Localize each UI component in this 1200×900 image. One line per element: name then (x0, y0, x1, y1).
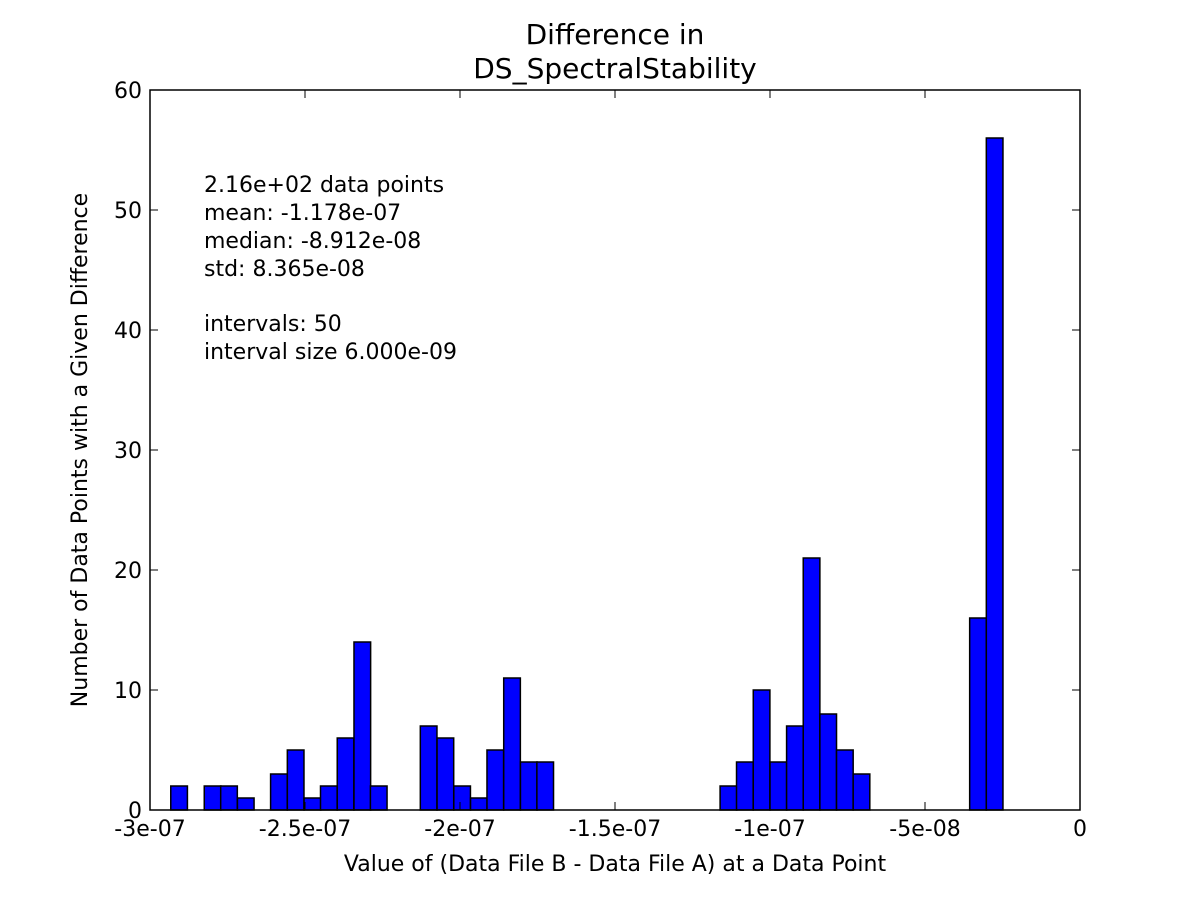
stats-annotation-line: mean: -1.178e-07 (204, 201, 401, 226)
histogram-bar (269, 773, 288, 811)
x-tick-label: -1e-07 (734, 817, 805, 842)
histogram-bar (369, 785, 388, 811)
histogram-bar (802, 557, 821, 811)
stats-annotation-line: 2.16e+02 data points (204, 173, 444, 198)
x-tick-label: -3e-07 (114, 817, 185, 842)
histogram-bar (502, 677, 522, 811)
y-tick-label: 40 (114, 319, 142, 344)
x-tick-label: -2e-07 (424, 817, 495, 842)
x-tick-label: -1.5e-07 (569, 817, 661, 842)
y-tick-label: 0 (128, 799, 142, 824)
histogram-bar (536, 761, 555, 811)
histogram-bar (203, 785, 222, 811)
y-tick-label: 30 (114, 439, 142, 464)
ticks-layer: -3e-07 -2.5e-07 -2e-07 -1.5e-07 -1e-07 -5e-08… (114, 79, 1087, 842)
stats-annotation-line: std: 8.365e-08 (204, 257, 365, 282)
histogram-bar (453, 785, 472, 811)
chart-title-line-2: DS_SpectralStability (473, 52, 757, 85)
histogram-bar (469, 797, 488, 811)
histogram-bar (769, 761, 788, 811)
histogram-bar (785, 725, 804, 811)
y-axis-label: Number of Data Points with a Given Diffe… (68, 193, 93, 707)
plot-area-frame (149, 89, 1081, 811)
y-tick-label: 50 (114, 199, 142, 224)
histogram-bar (985, 137, 1004, 811)
histogram-bar (852, 773, 871, 811)
histogram-bar (353, 641, 372, 811)
x-tick-label: 0 (1073, 817, 1087, 842)
histogram-bar (835, 749, 854, 811)
histogram-bar (236, 797, 255, 811)
histogram-bar (286, 749, 305, 811)
histogram-bar (219, 785, 239, 811)
histogram-bar (735, 761, 754, 811)
histogram-bar (519, 761, 538, 811)
histogram-bar (719, 785, 738, 811)
histogram-bar (486, 749, 505, 811)
x-tick-label: -5e-08 (889, 817, 960, 842)
y-tick-label: 10 (114, 679, 142, 704)
stats-annotation-line: intervals: 50 (204, 312, 342, 337)
x-tick-label: -2.5e-07 (259, 817, 351, 842)
bars-layer (170, 137, 1004, 811)
stats-annotation-line: median: -8.912e-08 (204, 229, 421, 254)
histogram-bar (170, 785, 189, 811)
histogram-bar (419, 725, 438, 811)
histogram-bar (336, 737, 355, 811)
histogram-bar (303, 797, 322, 811)
stats-annotation: 2.16e+02 data points mean: -1.178e-07 medi… (204, 173, 457, 365)
histogram-bar (819, 713, 838, 811)
histogram-bar (752, 689, 771, 811)
histogram-bar (319, 785, 338, 811)
histogram-bar (436, 737, 455, 811)
chart-title-line-1: Difference in (526, 18, 705, 51)
y-tick-label: 20 (114, 559, 142, 584)
histogram-bar (968, 617, 988, 811)
y-tick-label: 60 (114, 79, 142, 104)
x-axis-label: Value of (Data File B - Data File A) at … (344, 852, 887, 877)
stats-annotation-line: interval size 6.000e-09 (204, 340, 457, 365)
